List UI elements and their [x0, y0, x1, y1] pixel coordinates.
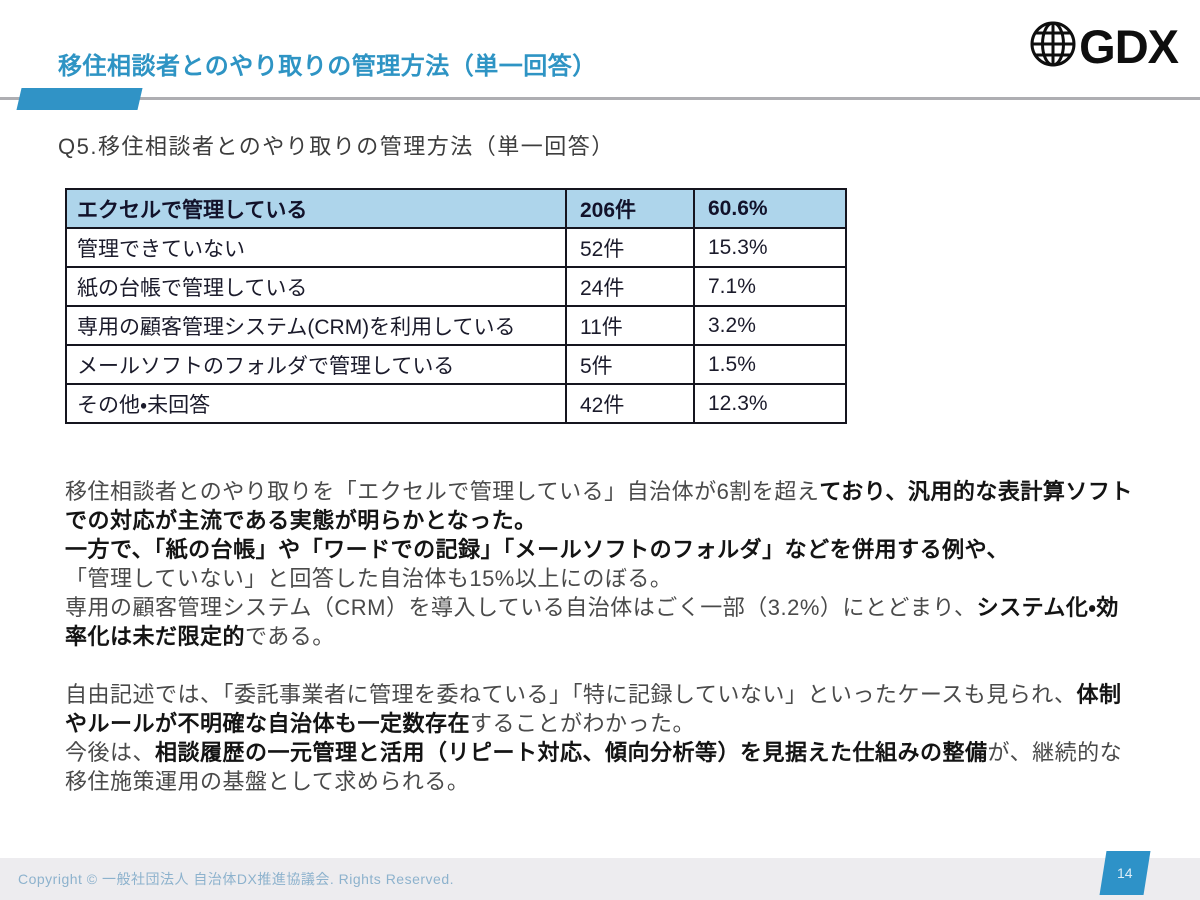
analysis-paragraph-2: 自由記述では、「委託事業者に管理を委ねている」「特に記録していない」といったケー… — [65, 680, 1137, 796]
page-number: 14 — [1117, 865, 1133, 881]
table-cell-label: 紙の台帳で管理している — [65, 266, 567, 307]
table-cell-label: 専用の顧客管理システム(CRM)を利用している — [65, 305, 567, 346]
text-segment: ており、汎用的な表計算ソフトでの対応が主流である実態が明らかとなった。 — [65, 479, 1133, 533]
table-cell-percent: 15.3% — [693, 227, 847, 268]
slide-footer: Copyright © 一般社団法人 自治体DX推進協議会. Rights Re… — [0, 858, 1200, 900]
gdx-logo: GDX — [1029, 20, 1179, 73]
text-segment: 自由記述では、「委託事業者に管理を委ねている」「特に記録していない」といったケー… — [65, 682, 1077, 707]
page-title: 移住相談者とのやり取りの管理方法（単一回答） — [58, 53, 597, 80]
text-segment: 体制やルールが不明確な自治体も一定数存在 — [65, 682, 1122, 736]
analysis-text: 移住相談者とのやり取りを「エクセルで管理している」自治体が6割を超えており、汎用… — [65, 477, 1137, 825]
question-label: Q5.移住相談者とのやり取りの管理方法（単一回答） — [58, 134, 615, 159]
text-segment: システム化・効率化は未だ限定的 — [65, 595, 1119, 649]
logo-text: GDX — [1079, 20, 1179, 73]
table-cell-count: 5件 — [565, 344, 695, 385]
table-cell-label: その他・未回答 — [65, 383, 567, 424]
analysis-paragraph-1: 移住相談者とのやり取りを「エクセルで管理している」自治体が6割を超えており、汎用… — [65, 477, 1137, 651]
text-segment: 相談履歴の一元管理と活用（リピート対応、傾向分析等）を見据えた仕組みの整備 — [155, 740, 988, 765]
table-cell-count: 24件 — [565, 266, 695, 307]
table-row: 専用の顧客管理システム(CRM)を利用している 11件 3.2% — [65, 305, 847, 346]
header-accent-bar — [16, 88, 143, 110]
table-row: エクセルで管理している 206件 60.6% — [65, 188, 847, 229]
text-segment: である。 — [245, 624, 335, 649]
table-cell-percent: 7.1% — [693, 266, 847, 307]
table-cell-percent: 60.6% — [693, 188, 847, 229]
table-row: 管理できていない 52件 15.3% — [65, 227, 847, 268]
table-row: メールソフトのフォルダで管理している 5件 1.5% — [65, 344, 847, 385]
table-cell-count: 11件 — [565, 305, 695, 346]
header-divider — [0, 97, 1200, 100]
table-cell-label: メールソフトのフォルダで管理している — [65, 344, 567, 385]
table-row: その他・未回答 42件 12.3% — [65, 383, 847, 424]
table-cell-count: 42件 — [565, 383, 695, 424]
table-cell-count: 52件 — [565, 227, 695, 268]
table-cell-percent: 12.3% — [693, 383, 847, 424]
text-segment: 一方で、「紙の台帳」や「ワードでの記録」「メールソフトのフォルダ」などを併用する… — [65, 537, 1009, 562]
table-cell-percent: 3.2% — [693, 305, 847, 346]
copyright-text: Copyright © 一般社団法人 自治体DX推進協議会. Rights Re… — [18, 871, 455, 887]
page-number-tab: 14 — [1099, 851, 1151, 895]
text-segment: することがわかった。 今後は、 — [65, 711, 696, 765]
table-cell-label: 管理できていない — [65, 227, 567, 268]
results-table: エクセルで管理している 206件 60.6% 管理できていない 52件 15.3% 紙の台帳… — [65, 188, 847, 424]
text-segment: が、継続的な移住施策運用の基盤として求められる。 — [65, 740, 1123, 794]
table-cell-label: エクセルで管理している — [65, 188, 567, 229]
text-segment: 「管理していない」と回答した自治体も15%以上にのぼる。 専用の顧客管理システム… — [65, 566, 977, 620]
text-segment: 移住相談者とのやり取りを「エクセルで管理している」自治体が6割を超え — [65, 479, 820, 504]
table-row: 紙の台帳で管理している 24件 7.1% — [65, 266, 847, 307]
globe-icon — [1029, 20, 1077, 73]
table-cell-percent: 1.5% — [693, 344, 847, 385]
table-cell-count: 206件 — [565, 188, 695, 229]
